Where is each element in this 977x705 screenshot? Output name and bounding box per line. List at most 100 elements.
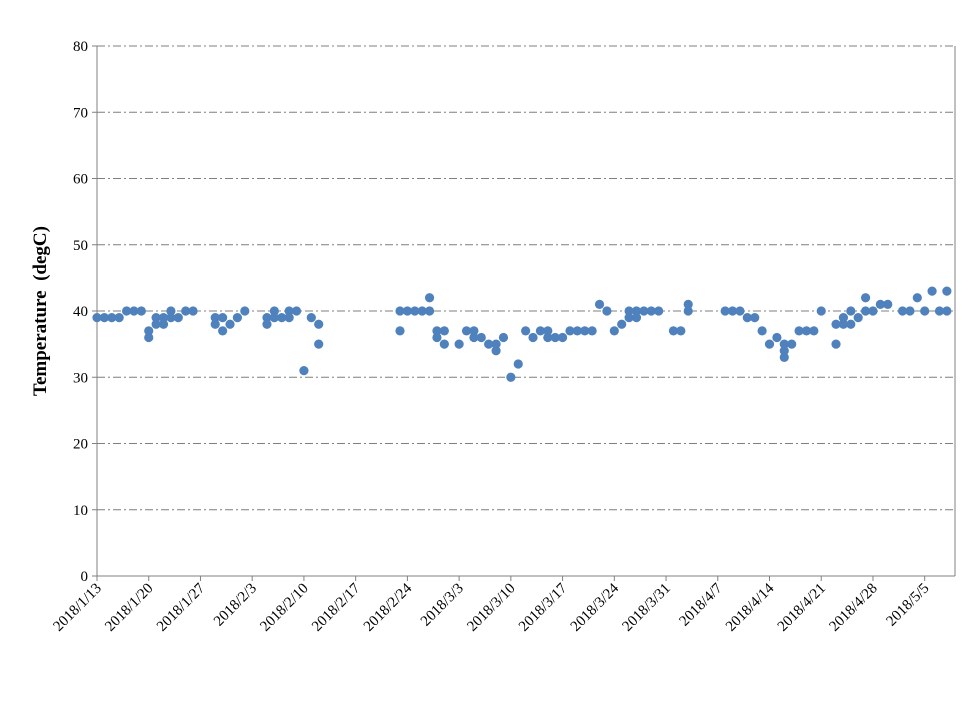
data-point (683, 306, 693, 316)
x-tick-label: 2018/2/10 (257, 581, 311, 635)
data-point (816, 306, 826, 316)
data-point (454, 339, 464, 349)
data-point (742, 313, 752, 323)
data-point (158, 319, 169, 329)
y-tick-label: 0 (81, 569, 89, 585)
data-point (484, 339, 494, 349)
data-point (521, 326, 531, 336)
data-point (772, 332, 782, 343)
data-point (240, 306, 250, 316)
data-points (92, 286, 952, 382)
data-point (897, 306, 908, 316)
data-point (513, 359, 523, 369)
data-point (491, 346, 501, 356)
data-point (727, 306, 738, 316)
data-point (905, 306, 915, 316)
data-point (395, 306, 405, 316)
data-point (269, 313, 279, 323)
data-point (439, 339, 449, 349)
data-point (683, 299, 693, 309)
data-point (860, 293, 871, 303)
data-point (107, 313, 117, 323)
x-tick-label: 2018/2/24 (361, 580, 416, 635)
data-point (639, 306, 649, 316)
data-point (535, 326, 546, 336)
data-point (831, 339, 841, 349)
data-point (424, 306, 435, 316)
data-point (934, 306, 945, 316)
data-point (506, 372, 516, 382)
x-tick-label: 2018/1/20 (102, 581, 156, 635)
data-point (757, 326, 767, 336)
data-point (284, 313, 294, 323)
x-tick-label: 2018/2/17 (309, 580, 364, 635)
data-point (166, 306, 176, 316)
x-tick-label: 2018/3/24 (568, 580, 623, 635)
x-tick-label: 2018/2/3 (211, 581, 260, 630)
data-point (469, 332, 479, 343)
data-point (306, 313, 316, 323)
data-point (646, 306, 656, 316)
data-point (580, 326, 590, 336)
data-point (602, 306, 612, 316)
data-point (417, 306, 427, 316)
data-point (631, 306, 642, 316)
data-point (218, 326, 228, 336)
data-point (779, 339, 789, 349)
data-point (557, 332, 568, 343)
data-point (144, 326, 154, 336)
data-point (860, 306, 871, 316)
data-point (99, 313, 109, 323)
data-point (461, 326, 472, 336)
data-point (314, 339, 324, 349)
x-tick-label: 2018/4/21 (775, 581, 829, 635)
data-point (543, 326, 553, 336)
data-point (654, 306, 664, 316)
data-point (631, 313, 642, 323)
data-point (277, 313, 287, 323)
data-point (291, 306, 302, 316)
data-point (92, 313, 102, 323)
data-point (831, 319, 841, 329)
data-point (764, 339, 775, 349)
data-point (151, 313, 161, 323)
data-point (469, 326, 479, 336)
data-point (883, 299, 893, 309)
data-point (188, 306, 198, 316)
data-point (735, 306, 745, 316)
data-point (720, 306, 730, 316)
data-point (144, 332, 154, 343)
data-point (750, 313, 760, 323)
data-point (269, 306, 279, 316)
data-point (801, 326, 812, 336)
gridlines (97, 45, 955, 511)
x-tick-label: 2018/4/14 (723, 580, 778, 635)
data-point (210, 313, 220, 323)
data-point (262, 319, 272, 329)
data-point (787, 339, 797, 349)
data-point (424, 293, 435, 303)
data-point (587, 326, 597, 336)
x-tick-label: 2018/3/10 (464, 581, 518, 635)
x-tick-label: 2018/4/7 (677, 580, 726, 629)
data-point (218, 313, 228, 323)
y-tick-label: 30 (73, 370, 88, 386)
data-point (846, 319, 856, 329)
x-tick-label: 2018/3/31 (620, 581, 674, 635)
data-point (402, 306, 412, 316)
x-tick-label: 2018/1/13 (50, 581, 104, 635)
data-point (942, 306, 952, 316)
x-tick-label: 2018/1/27 (154, 580, 209, 635)
data-point (543, 332, 553, 343)
data-point (439, 326, 449, 336)
data-point (476, 332, 486, 343)
data-point (129, 306, 139, 316)
data-point (624, 313, 634, 323)
data-point (794, 326, 804, 336)
data-point (181, 306, 191, 316)
data-point (838, 313, 849, 323)
data-point (225, 319, 235, 329)
data-point (121, 306, 132, 316)
y-axis-ticks: 0 10 20 30 40 50 60 70 80 (73, 39, 97, 585)
data-point (809, 326, 819, 336)
